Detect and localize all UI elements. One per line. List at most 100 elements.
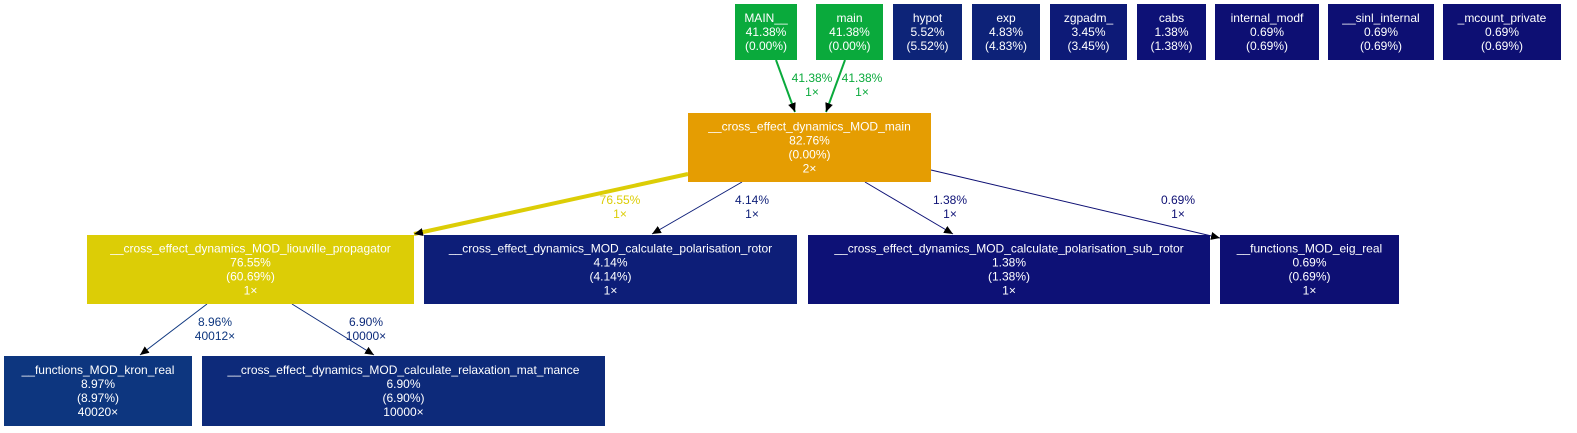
node-function-name: __sinl_internal [1341,11,1419,25]
node-box [1443,4,1561,60]
edge-percent-label: 76.55% [600,193,641,207]
node-box [4,356,192,426]
node-total-percent: 3.45% [1071,25,1105,39]
edge-line [930,169,1221,240]
node-box [1215,4,1319,60]
node-function-name: zgpadm_ [1064,11,1114,25]
call-edge-main-to-cross_main: 41.38%1× [825,59,883,113]
node-call-count: 1× [604,284,618,298]
node-total-percent: 8.97% [81,377,115,391]
node-self-percent: (4.83%) [985,39,1027,53]
node-total-percent: 5.52% [910,25,944,39]
edge-calls-label: 1× [1171,207,1185,221]
function-node-kron_real[interactable]: __functions_MOD_kron_real8.97%(8.97%)400… [4,356,192,426]
node-self-percent: (1.38%) [1150,39,1192,53]
edge-percent-label: 1.38% [933,193,967,207]
node-box [424,235,797,304]
node-function-name: __cross_effect_dynamics_MOD_calculate_re… [227,363,580,377]
function-node-zgpadm[interactable]: zgpadm_3.45%(3.45%) [1050,4,1127,60]
node-function-name: __cross_effect_dynamics_MOD_calculate_po… [833,242,1183,256]
node-self-percent: (0.69%) [1360,39,1402,53]
edge-line [139,303,208,356]
node-box [816,4,883,60]
node-total-percent: 41.38% [829,25,870,39]
node-self-percent: (6.90%) [382,391,424,405]
function-node-pol_sub_rotor[interactable]: __cross_effect_dynamics_MOD_calculate_po… [808,235,1210,304]
edge-percent-label: 4.14% [735,193,769,207]
node-call-count: 1× [1002,284,1016,298]
call-edge-liouville-to-kron_real: 8.96%40012× [139,303,235,356]
edge-calls-label: 1× [855,85,869,99]
edge-line [775,59,796,113]
node-self-percent: (4.14%) [589,270,631,284]
node-self-percent: (0.00%) [828,39,870,53]
node-function-name: __cross_effect_dynamics_MOD_calculate_po… [448,242,772,256]
node-box [972,4,1040,60]
node-function-name: __cross_effect_dynamics_MOD_main [707,120,911,134]
call-edge-cross_main-to-pol_rotor: 4.14%1× [651,181,769,235]
node-self-percent: (0.00%) [745,39,787,53]
edge-line [413,172,689,236]
nodes-layer: MAIN__41.38%(0.00%)main41.38%(0.00%)hypo… [4,4,1561,426]
edge-calls-label: 1× [805,85,819,99]
node-box [688,113,931,182]
call-edge-cross_main-to-liouville: 76.55%1× [413,172,689,236]
node-function-name: __functions_MOD_eig_real [1236,242,1382,256]
node-self-percent: (0.00%) [788,148,830,162]
node-box [808,235,1210,304]
call-edge-cross_main-to-eig_real: 0.69%1× [930,169,1221,240]
node-function-name: cabs [1159,11,1184,25]
node-function-name: exp [996,11,1016,25]
edge-calls-label: 1× [943,207,957,221]
function-node-relax_mat[interactable]: __cross_effect_dynamics_MOD_calculate_re… [202,356,605,426]
node-total-percent: 0.69% [1485,25,1519,39]
node-self-percent: (3.45%) [1067,39,1109,53]
node-self-percent: (0.69%) [1246,39,1288,53]
function-node-liouville[interactable]: __cross_effect_dynamics_MOD_liouville_pr… [87,235,414,304]
edge-line [825,59,846,113]
node-total-percent: 1.38% [992,256,1026,270]
node-total-percent: 41.38% [746,25,787,39]
edge-percent-label: 6.90% [349,315,383,329]
node-total-percent: 1.38% [1154,25,1188,39]
call-edge-MAIN__-to-cross_main: 41.38%1× [775,59,833,113]
node-total-percent: 4.83% [989,25,1023,39]
node-self-percent: (1.38%) [988,270,1030,284]
edge-percent-label: 8.96% [198,315,232,329]
node-self-percent: (60.69%) [226,270,275,284]
function-node-pol_rotor[interactable]: __cross_effect_dynamics_MOD_calculate_po… [424,235,797,304]
edge-calls-label: 40012× [195,329,235,343]
node-total-percent: 82.76% [789,134,830,148]
edge-line [651,181,743,235]
node-total-percent: 0.69% [1250,25,1284,39]
node-box [1050,4,1127,60]
node-box [1137,4,1206,60]
node-function-name: __functions_MOD_kron_real [21,363,175,377]
function-node-MAIN__[interactable]: MAIN__41.38%(0.00%) [735,4,797,60]
node-total-percent: 0.69% [1364,25,1398,39]
node-box [735,4,797,60]
edge-calls-label: 1× [745,207,759,221]
node-function-name: internal_modf [1231,11,1304,25]
node-call-count: 2× [803,162,817,176]
node-call-count: 40020× [78,405,118,419]
node-call-count: 10000× [383,405,423,419]
call-edge-liouville-to-relax_mat: 6.90%10000× [291,303,386,356]
node-total-percent: 4.14% [593,256,627,270]
edge-percent-label: 0.69% [1161,193,1195,207]
edges-layer: 41.38%1×41.38%1×76.55%1×4.14%1×1.38%1×0.… [139,59,1221,356]
node-box [1328,4,1434,60]
node-box [202,356,605,426]
function-node-cross_main[interactable]: __cross_effect_dynamics_MOD_main82.76%(0… [688,113,931,182]
node-function-name: main [836,11,862,25]
node-function-name: MAIN__ [744,11,788,25]
edge-line [864,181,954,235]
